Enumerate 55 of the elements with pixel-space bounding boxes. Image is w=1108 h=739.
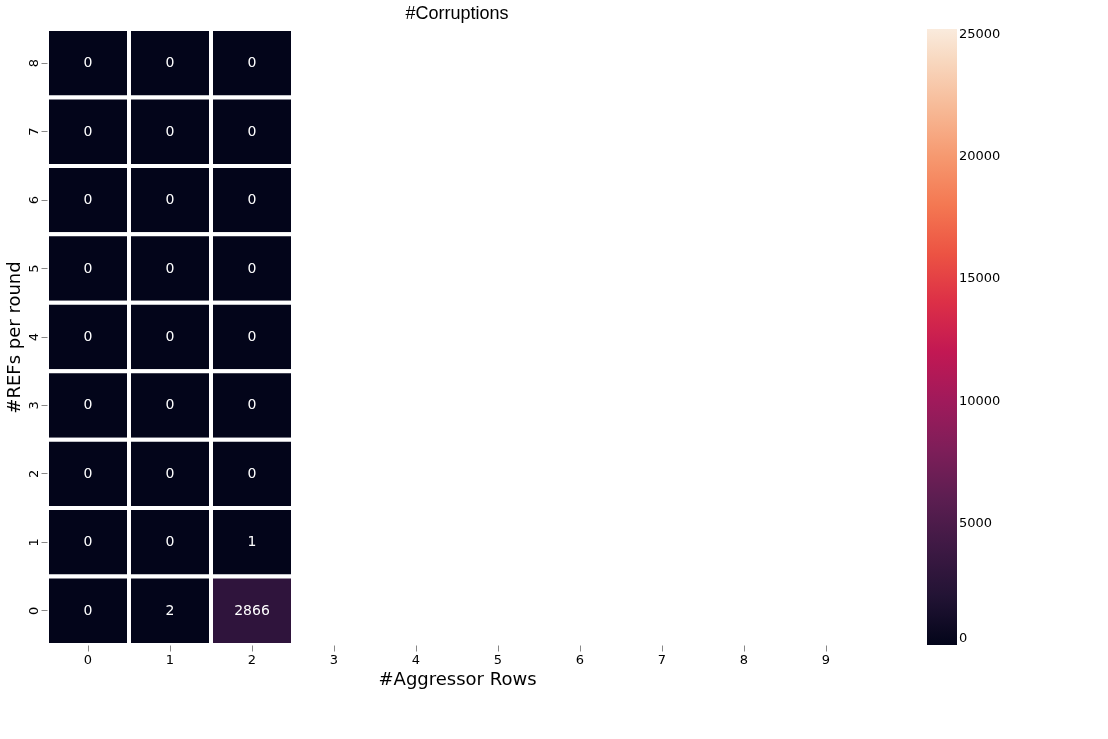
y-axis-title: #REFs per round xyxy=(2,261,24,414)
color-bar-label: 15000 xyxy=(959,270,1001,286)
data-label: 0 xyxy=(165,191,175,208)
data-label: 0 xyxy=(165,396,175,413)
data-label: 0 xyxy=(83,54,93,71)
y-tick-label: 0 xyxy=(25,606,41,615)
x-tick-label: 8 xyxy=(739,651,749,667)
x-tick-label: 3 xyxy=(329,651,339,667)
y-tick-label: 2 xyxy=(25,469,41,479)
data-label: 0 xyxy=(83,533,93,550)
x-axis-title: #Aggressor Rows xyxy=(378,667,537,689)
data-label: 2866 xyxy=(234,601,270,618)
y-tick-label: 7 xyxy=(25,127,41,136)
data-label: 0 xyxy=(165,122,175,139)
x-tick-label: 0 xyxy=(83,651,93,667)
color-bar-label: 5000 xyxy=(959,514,993,530)
color-bar-label: 25000 xyxy=(959,25,1001,41)
data-label: 0 xyxy=(247,259,257,276)
data-label: 0 xyxy=(83,259,93,276)
x-tick-label: 9 xyxy=(821,651,831,667)
y-tick-label: 1 xyxy=(25,538,41,547)
data-label: 0 xyxy=(83,328,93,344)
data-label: 0 xyxy=(165,533,175,550)
data-label: 2 xyxy=(165,601,175,618)
x-tick-label: 7 xyxy=(657,651,667,667)
data-label: 1 xyxy=(247,533,257,550)
data-label: 0 xyxy=(247,396,257,413)
x-tick-label: 5 xyxy=(493,651,503,667)
color-bar-label: 10000 xyxy=(959,392,1001,408)
x-tick-label: 6 xyxy=(575,651,585,667)
x-tick-label: 2 xyxy=(247,651,257,667)
x-tick-label: 4 xyxy=(411,651,421,667)
data-label: 0 xyxy=(165,464,175,481)
data-label: 0 xyxy=(83,122,93,139)
data-label: 0 xyxy=(247,464,257,481)
y-tick-label: 8 xyxy=(25,59,41,68)
data-label: 0 xyxy=(247,54,257,71)
data-label: 0 xyxy=(83,464,93,481)
y-tick-label: 4 xyxy=(25,332,41,342)
x-tick-label: 1 xyxy=(165,651,175,667)
chart-title: #Corruptions xyxy=(405,3,509,23)
color-bar-label: 20000 xyxy=(959,148,1001,164)
data-label: 0 xyxy=(165,54,175,71)
y-tick-label: 6 xyxy=(25,195,41,205)
data-label: 0 xyxy=(247,191,257,208)
data-label: 0 xyxy=(247,122,257,139)
data-label: 0 xyxy=(247,328,257,344)
data-label: 0 xyxy=(165,259,175,276)
color-bar-label: 0 xyxy=(959,630,968,645)
data-label: 0 xyxy=(165,328,175,344)
data-label: 0 xyxy=(83,191,93,208)
data-label: 0 xyxy=(83,396,93,413)
y-tick-label: 3 xyxy=(25,401,41,410)
data-label: 0 xyxy=(83,601,93,618)
y-tick-label: 5 xyxy=(25,264,41,273)
